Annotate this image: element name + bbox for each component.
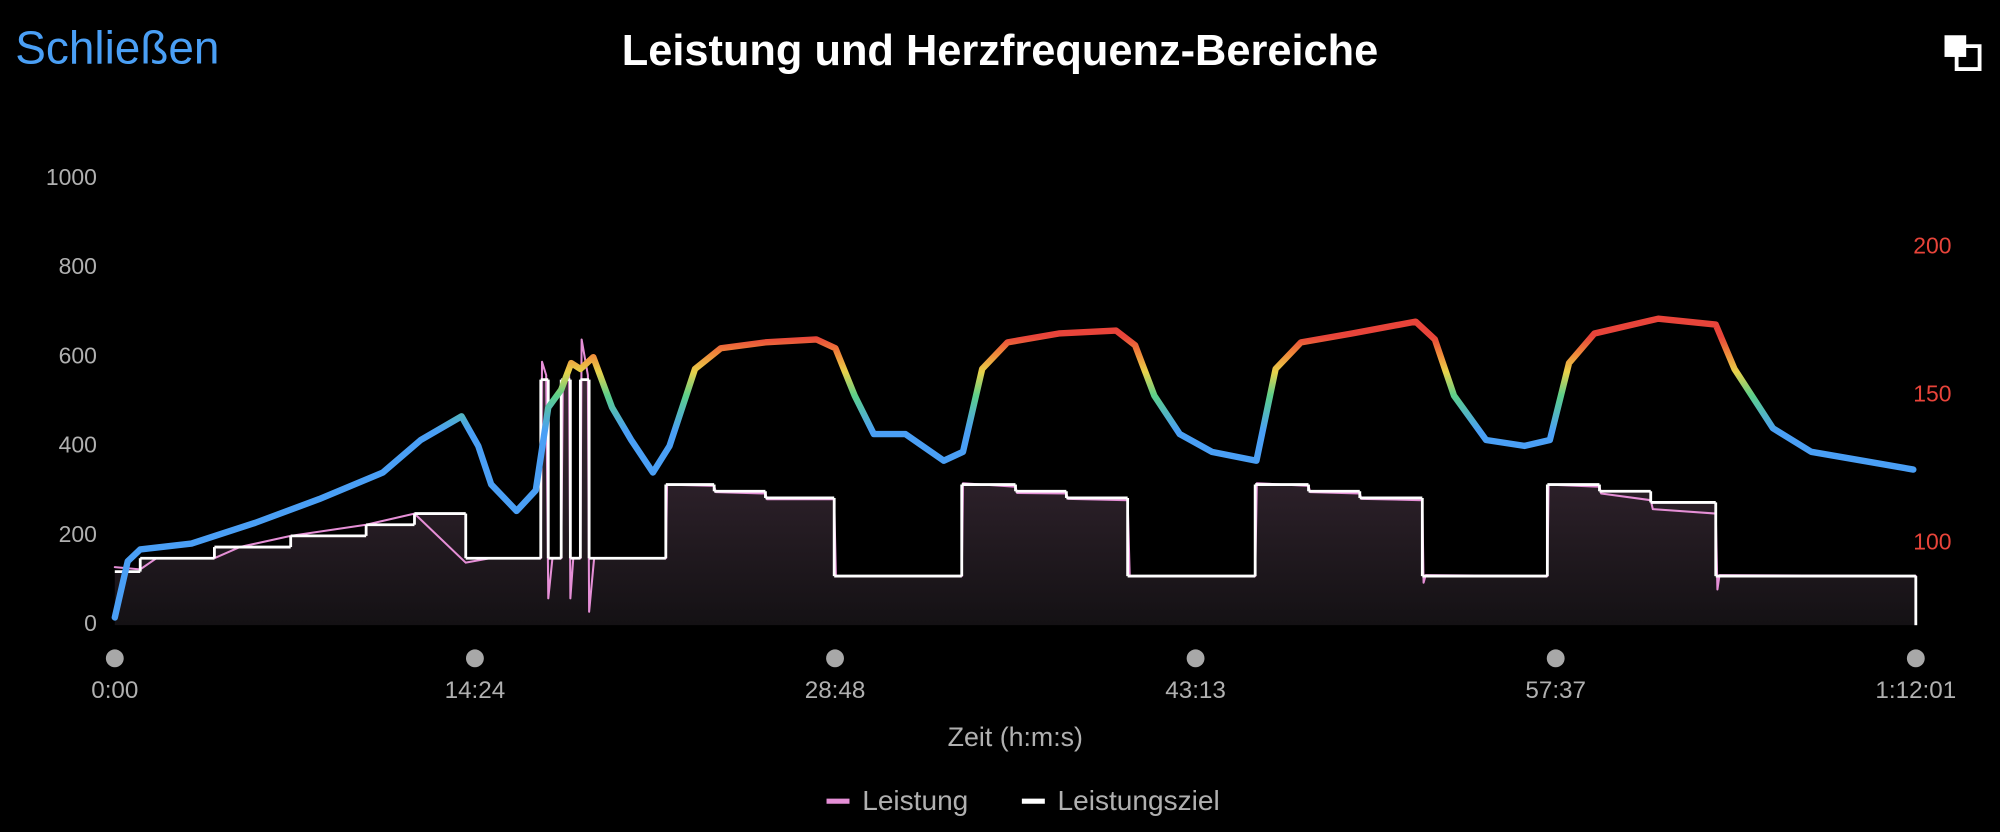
x-tick-dot: [105, 649, 124, 668]
x-tick-label: 43:13: [1165, 677, 1226, 704]
heart-rate-line: [111, 315, 1917, 621]
x-tick-label: 57:37: [1525, 677, 1586, 704]
x-tick-dot: [465, 649, 484, 668]
icon-square: [1944, 35, 1967, 57]
legend-label: Leistung: [862, 785, 968, 816]
y-tick-label: 0: [84, 610, 97, 636]
x-tick-label: 14:24: [445, 677, 506, 704]
y-tick-label: 400: [59, 432, 97, 458]
y-tick-label: 800: [59, 253, 97, 279]
x-tick-dot: [826, 649, 844, 668]
y-tick-label: 1000: [46, 164, 97, 190]
plot: 0 200 400 600 800 1000 100 150 200 0:00 14:24 28:48…: [46, 164, 1957, 816]
chart-title: Leistung und Herzfrequenz-Bereiche: [622, 27, 1378, 75]
y-tick-label: 600: [59, 342, 97, 368]
y2-tick-label: 150: [1913, 381, 1951, 407]
legend-label: Leistungsziel: [1058, 785, 1220, 816]
x-tick-label: 0:00: [91, 677, 138, 704]
x-tick-dot: [1906, 649, 1925, 668]
x-tick-dot: [1546, 649, 1565, 668]
expand-icon[interactable]: [1944, 35, 1982, 71]
y2-tick-label: 100: [1913, 529, 1951, 555]
x-tick-label: 28:48: [805, 677, 866, 704]
target-area: [114, 379, 1916, 626]
close-button[interactable]: Schließen: [15, 21, 219, 73]
y-tick-label: 200: [59, 521, 97, 547]
x-tick-dot: [1186, 649, 1205, 668]
icon-frame: [1954, 44, 1982, 71]
y2-tick-label: 200: [1913, 233, 1951, 259]
x-tick-label: 1:12:01: [1875, 677, 1956, 704]
x-axis-label: Zeit (h:m:s): [948, 722, 1083, 752]
